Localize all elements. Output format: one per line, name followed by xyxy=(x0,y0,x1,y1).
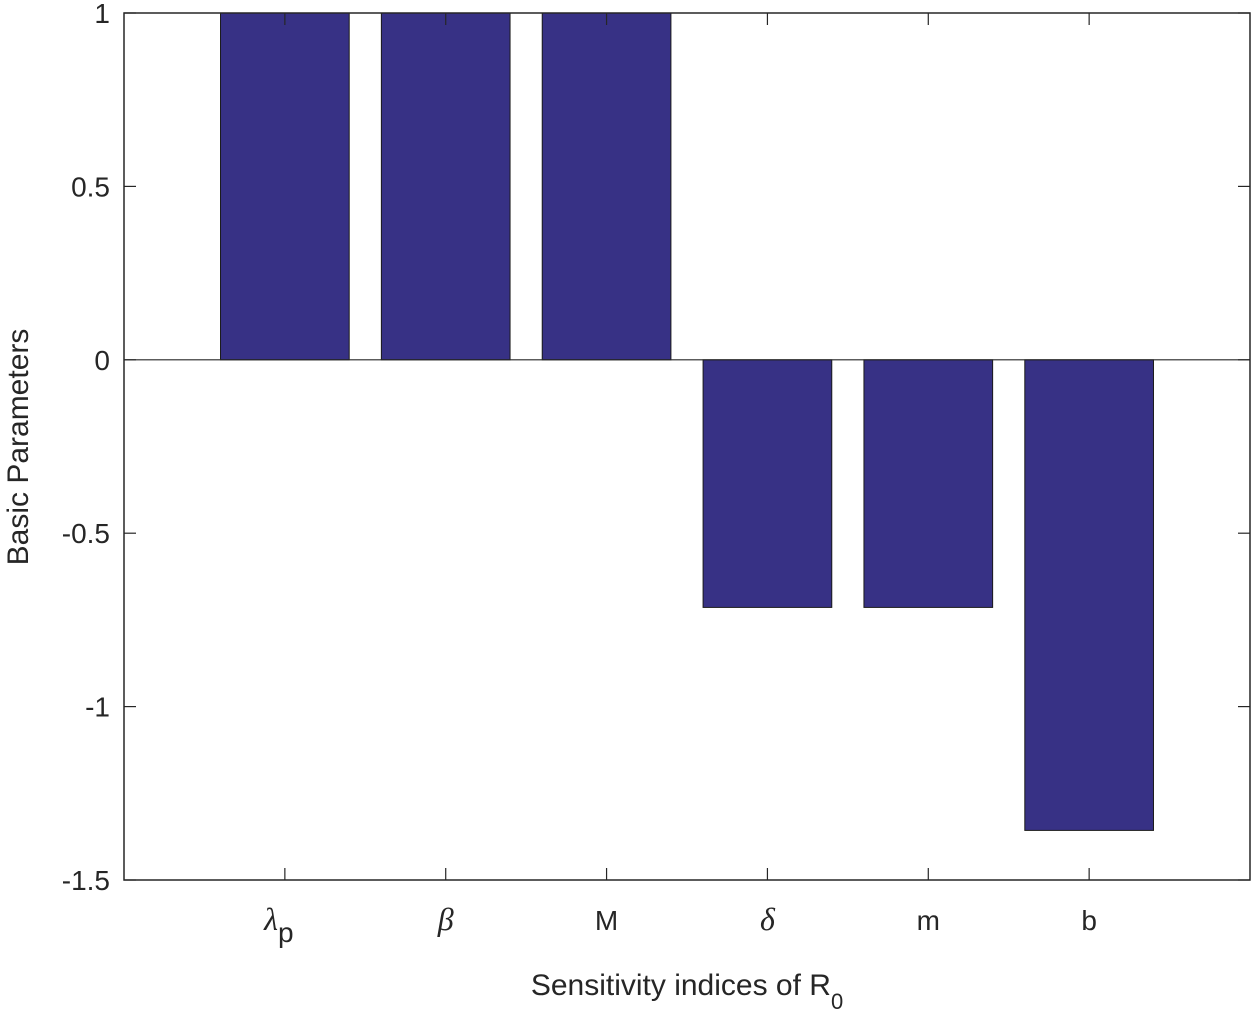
bar-1 xyxy=(220,12,350,361)
y-tick-label-1: -1 xyxy=(85,692,110,723)
y-tick-label-2: -0.5 xyxy=(62,518,110,549)
bar-6 xyxy=(1024,359,1154,831)
bar-3 xyxy=(541,12,672,361)
y-axis-label: Basic Parameters xyxy=(2,329,35,566)
bar-2 xyxy=(380,12,511,361)
x-tick-label-2: β xyxy=(437,901,454,937)
axes-box xyxy=(123,12,1251,881)
x-tick-label-3: M xyxy=(595,905,618,936)
y-tick-label-3: 0 xyxy=(94,345,110,376)
x-tick-label-4: δ xyxy=(760,901,776,937)
x-tick-label-1: λp xyxy=(263,901,293,948)
y-axis-ticks: -1.5 -1 -0.5 0 0.5 1 xyxy=(62,0,1250,896)
bars-group xyxy=(220,12,1154,831)
x-axis-label: Sensitivity indices of R0 xyxy=(531,969,843,1014)
bar-5 xyxy=(863,359,994,608)
x-axis-label-main: Sensitivity indices of R xyxy=(531,969,831,1002)
x-axis-label-subscript: 0 xyxy=(831,989,843,1014)
bar-4 xyxy=(702,359,833,608)
y-tick-label-5: 1 xyxy=(94,0,110,29)
x-tick-label-5: m xyxy=(917,905,940,936)
x-tick-label-6: b xyxy=(1081,905,1097,936)
y-tick-label-0: -1.5 xyxy=(62,865,110,896)
y-tick-label-4: 0.5 xyxy=(71,171,110,202)
